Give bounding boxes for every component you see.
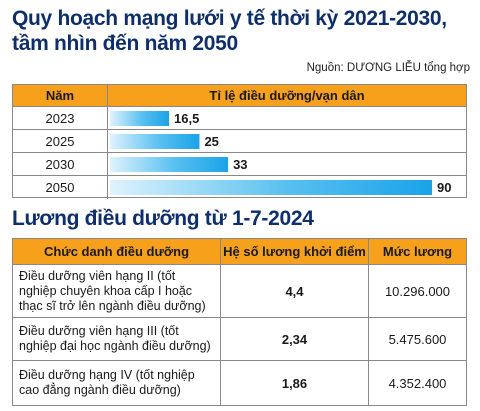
salary-table: Chức danh điều dưỡng Hệ số lương khởi đi… (12, 238, 467, 406)
year-label: 2023 (13, 107, 108, 130)
bar-value-label: 25 (204, 134, 218, 149)
table-row: Điều dưỡng viên hạng II (tốt nghiệp chuy… (13, 265, 466, 318)
bar-2030 (110, 157, 229, 172)
chart-row: 2050 (13, 176, 466, 199)
coefficient-cell: 2,34 (221, 318, 369, 360)
chart-row: 2023 (13, 107, 466, 130)
chart-header-row: Năm Tỉ lệ điều dưỡng/vạn dân (13, 85, 466, 107)
year-column-header: Năm (13, 85, 108, 107)
salary-cell: 5.475.600 (388, 331, 447, 347)
salary-cell: 4.352.400 (388, 375, 447, 391)
position-cell: Điều dưỡng viên hạng III (tốt nghiệp đại… (13, 318, 221, 360)
chart-row: 2030 (13, 153, 466, 176)
position-cell: Điều dưỡng viên hạng II (tốt nghiệp chuy… (13, 265, 221, 317)
coefficient-cell: 1,86 (221, 361, 369, 405)
position-cell: Điều dưỡng hạng IV (tốt nghiệp cao đẳng … (13, 361, 221, 405)
year-label: 2025 (13, 130, 108, 153)
table-row: Điều dưỡng hạng IV (tốt nghiệp cao đẳng … (13, 361, 466, 405)
salary-header: Mức lương (382, 244, 453, 259)
bar-value-label: 90 (437, 180, 451, 195)
salary-header-row: Chức danh điều dưỡng Hệ số lương khởi đi… (13, 239, 466, 265)
salary-cell: 10.296.000 (384, 283, 451, 299)
year-label: 2030 (13, 153, 108, 176)
bar-plot-area: 16,5 25 33 90 (110, 111, 451, 195)
bar-value-label: 33 (233, 157, 247, 172)
bar-2050 (110, 180, 432, 195)
rate-column-header: Tỉ lệ điều dưỡng/vạn dân (209, 88, 365, 103)
table-row: Điều dưỡng viên hạng III (tốt nghiệp đại… (13, 318, 466, 361)
chart-row: 2025 (13, 130, 466, 153)
chart-title: Quy hoạch mạng lưới y tế thời kỳ 2021-20… (12, 7, 447, 55)
year-label: 2050 (13, 176, 108, 199)
bar-value-label: 16,5 (174, 111, 199, 126)
nurse-ratio-chart: Năm Tỉ lệ điều dưỡng/vạn dân 2023 2025 2… (12, 84, 467, 199)
coefficient-cell: 4,4 (221, 265, 369, 317)
salary-title: Lương điều dưỡng từ 1-7-2024 (12, 207, 314, 230)
bar-2025 (110, 134, 200, 149)
bar-2023 (110, 111, 170, 126)
source-note: Nguồn: DƯƠNG LIỄU tổng hợp (306, 62, 470, 74)
coefficient-header: Hệ số lương khởi điểm (221, 239, 369, 265)
position-header: Chức danh điều dưỡng (13, 239, 221, 265)
